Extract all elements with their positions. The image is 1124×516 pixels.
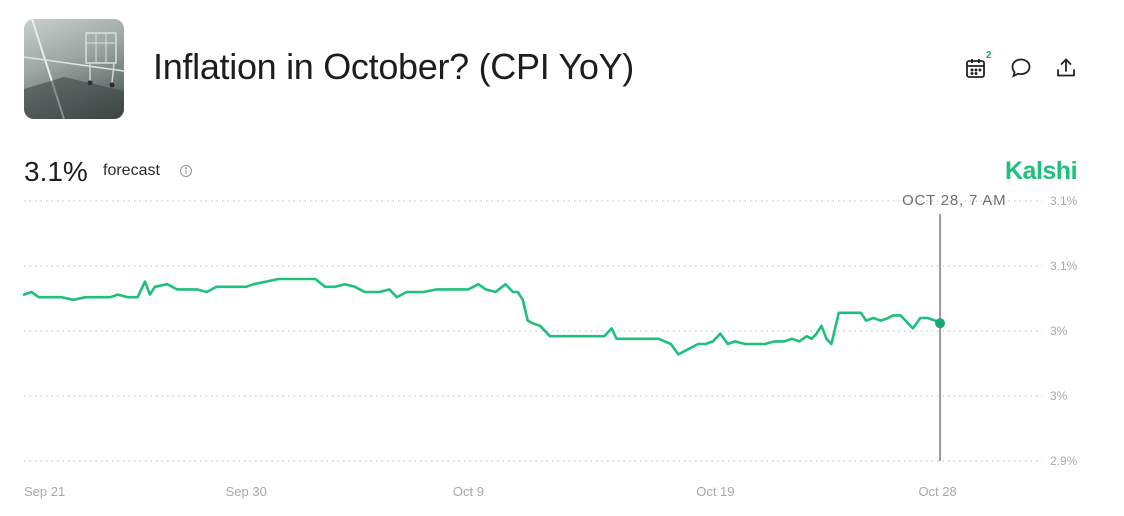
calendar-icon[interactable]: 2 <box>964 50 992 82</box>
y-tick-label: 3.1% <box>1050 194 1078 208</box>
x-tick-label: Oct 9 <box>453 484 484 499</box>
info-icon[interactable] <box>179 164 193 178</box>
y-tick-label: 3% <box>1050 389 1068 403</box>
x-tick-label: Sep 21 <box>24 484 65 499</box>
header-actions: 2 <box>962 50 1082 86</box>
series-line <box>22 277 942 356</box>
forecast-label: forecast <box>103 162 160 179</box>
x-tick-label: Oct 19 <box>696 484 734 499</box>
current-value-marker <box>935 318 946 329</box>
x-tick-label: Sep 30 <box>226 484 267 499</box>
market-title: Inflation in October? (CPI YoY) <box>153 46 634 87</box>
y-tick-label: 3% <box>1050 324 1068 338</box>
share-icon[interactable] <box>1054 56 1078 82</box>
brand-logo: Kalshi <box>1005 157 1078 185</box>
comment-icon[interactable] <box>1009 56 1033 82</box>
x-tick-label: Oct 28 <box>918 484 956 499</box>
hover-time-label: OCT 28, 7 AM <box>902 192 1007 209</box>
y-tick-label: 3.1% <box>1050 259 1078 273</box>
shopping-cart-photo-icon <box>24 19 124 119</box>
y-tick-label: 2.9% <box>1050 454 1078 468</box>
market-thumbnail <box>24 19 124 119</box>
calendar-badge: 2 <box>986 50 992 61</box>
forecast-value: 3.1% <box>24 156 88 187</box>
